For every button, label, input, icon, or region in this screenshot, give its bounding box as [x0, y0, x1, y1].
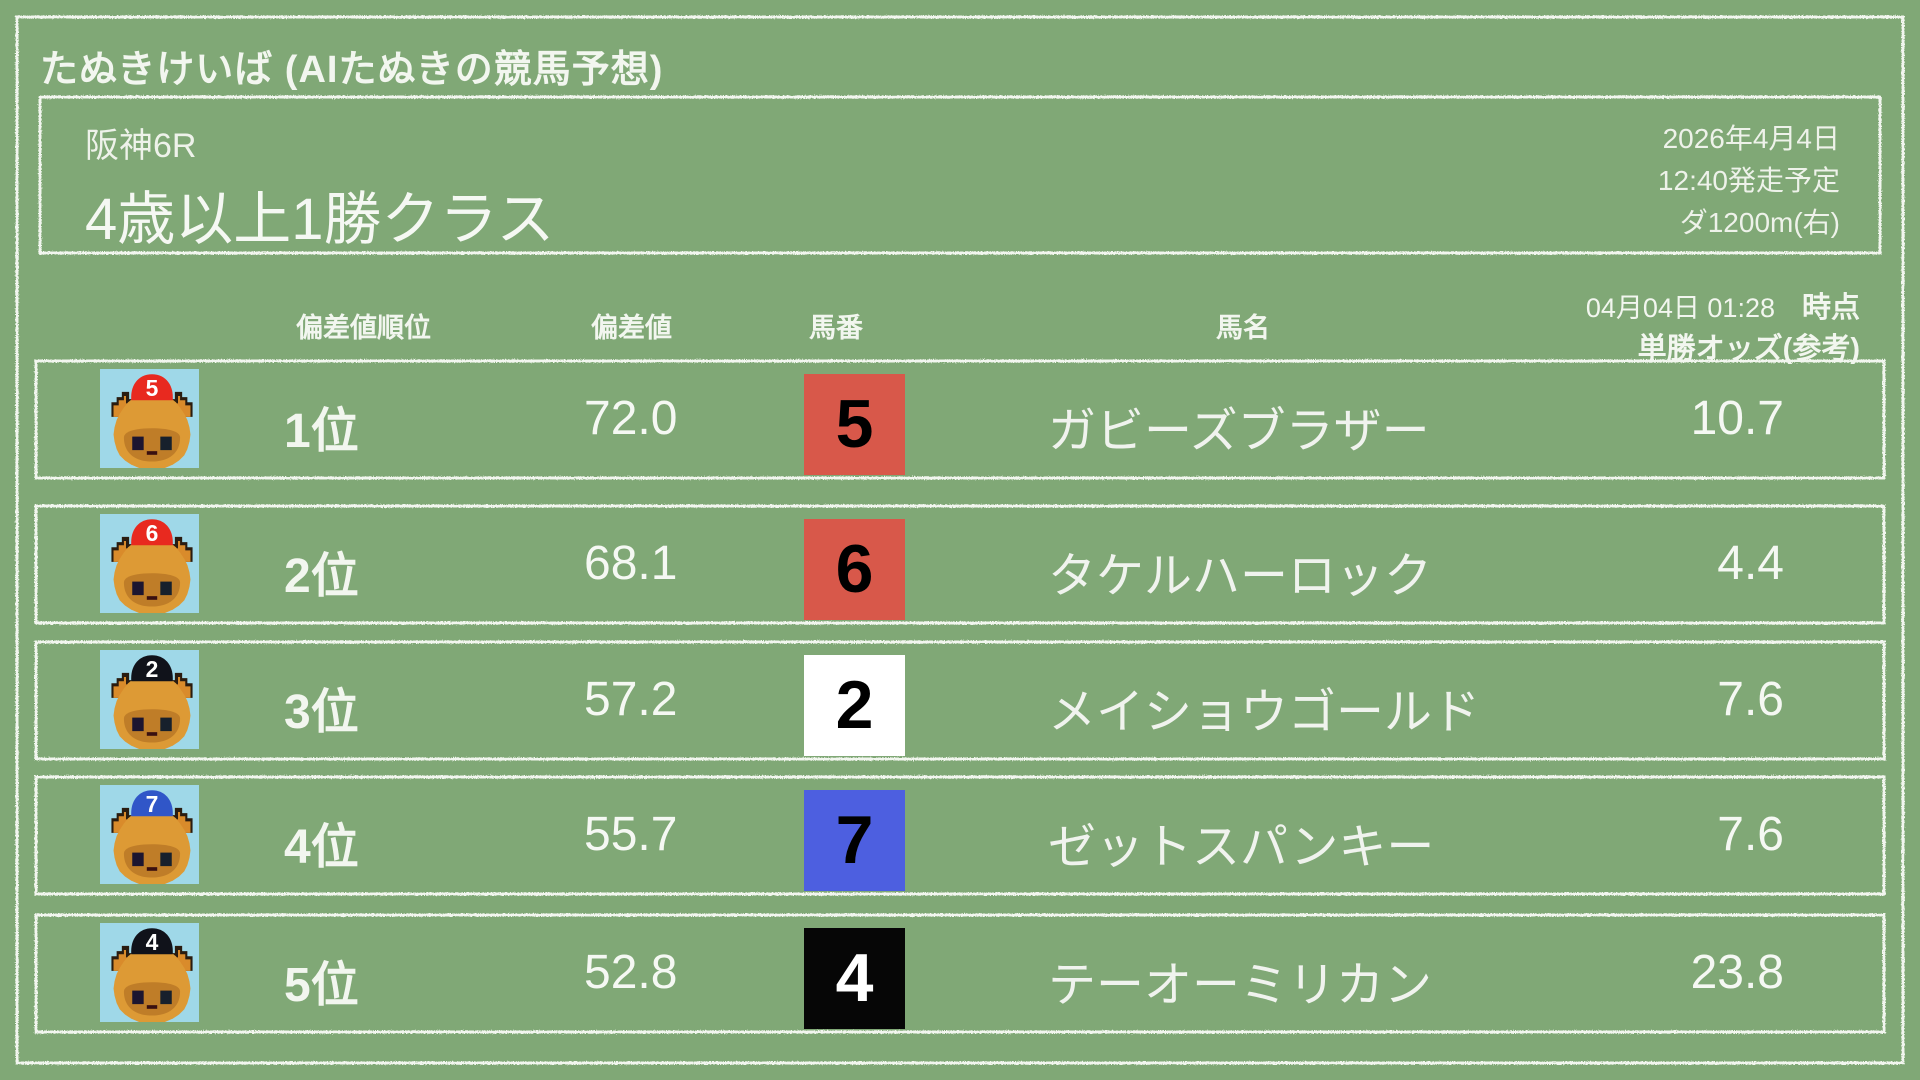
svg-text:2: 2 [146, 656, 159, 682]
svg-text:5: 5 [146, 375, 159, 401]
svg-text:7: 7 [146, 791, 159, 817]
svg-text:6: 6 [146, 520, 159, 546]
svg-text:4: 4 [146, 929, 159, 955]
